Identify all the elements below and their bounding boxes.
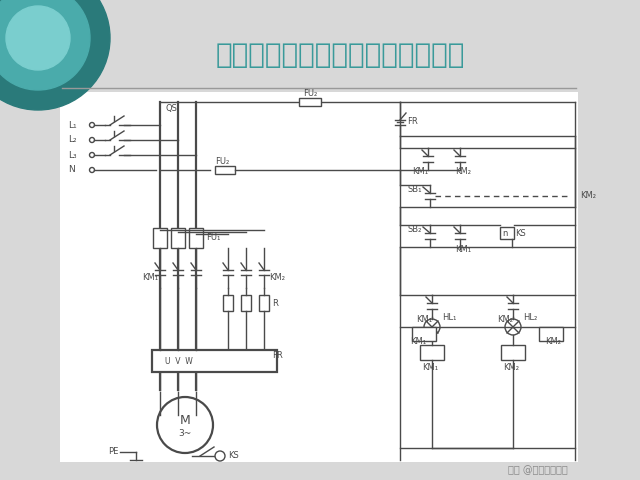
Text: FR: FR <box>407 118 418 127</box>
Text: FR: FR <box>272 351 283 360</box>
Text: KM₂: KM₂ <box>545 337 561 347</box>
Circle shape <box>6 6 70 70</box>
Text: HL₂: HL₂ <box>523 312 537 322</box>
Text: 3~: 3~ <box>179 429 191 437</box>
Bar <box>189 228 203 248</box>
Text: n: n <box>502 228 508 238</box>
Circle shape <box>157 397 213 453</box>
Text: L₃: L₃ <box>68 151 77 159</box>
Text: KM₂: KM₂ <box>580 192 596 201</box>
Text: FU₂: FU₂ <box>303 88 317 97</box>
Bar <box>153 228 167 248</box>
Text: 头条 @徐州俵哥五金: 头条 @徐州俵哥五金 <box>508 465 568 475</box>
Text: HL₁: HL₁ <box>442 312 456 322</box>
Text: KM₁: KM₁ <box>410 337 426 347</box>
Text: KS: KS <box>228 452 239 460</box>
Text: L₂: L₂ <box>68 135 77 144</box>
Text: KS: KS <box>515 228 525 238</box>
Bar <box>539 327 563 341</box>
Bar <box>299 98 321 106</box>
Text: QS: QS <box>165 104 177 112</box>
Bar <box>259 295 269 311</box>
Text: N: N <box>68 166 75 175</box>
Circle shape <box>0 0 110 110</box>
Text: KM₂: KM₂ <box>455 168 471 177</box>
Text: SB₂: SB₂ <box>408 226 422 235</box>
Text: KM₁: KM₁ <box>422 362 438 372</box>
Bar <box>500 227 514 239</box>
Text: PE: PE <box>108 447 118 456</box>
Bar <box>152 350 277 372</box>
Text: 离心开关配合的反接制动控制电路: 离心开关配合的反接制动控制电路 <box>215 41 465 69</box>
Bar <box>501 345 525 360</box>
Text: FU₂: FU₂ <box>215 157 229 167</box>
Bar <box>171 228 185 248</box>
Text: M: M <box>180 413 190 427</box>
Text: KM₂: KM₂ <box>269 274 285 283</box>
Text: KM₁: KM₁ <box>142 274 158 283</box>
Circle shape <box>0 0 90 90</box>
Bar <box>223 295 233 311</box>
Bar <box>241 295 251 311</box>
Bar <box>60 92 578 462</box>
Text: KM₂: KM₂ <box>503 362 519 372</box>
Bar <box>420 345 444 360</box>
Text: KM₂: KM₂ <box>497 314 513 324</box>
Text: R: R <box>272 299 278 308</box>
Text: L₁: L₁ <box>68 120 77 130</box>
Bar <box>412 327 436 341</box>
Text: KM₁: KM₁ <box>412 168 428 177</box>
Bar <box>215 166 235 174</box>
Text: SB₁: SB₁ <box>408 185 422 194</box>
Text: KM₁: KM₁ <box>455 245 471 254</box>
Text: KM₁: KM₁ <box>416 314 432 324</box>
Text: FU₁: FU₁ <box>206 233 220 242</box>
Text: U  V  W: U V W <box>165 357 193 365</box>
